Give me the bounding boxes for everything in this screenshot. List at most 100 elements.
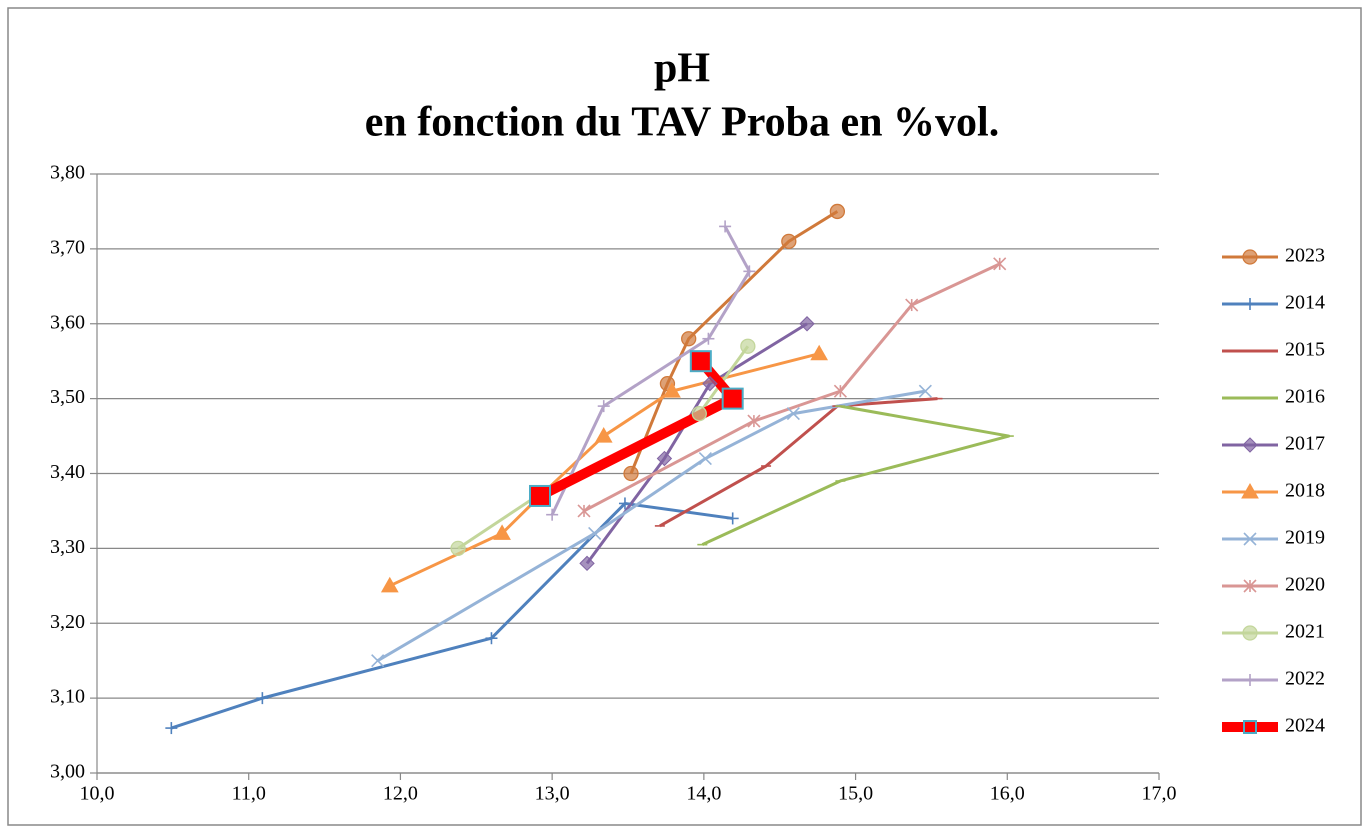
marker bbox=[721, 387, 744, 410]
marker-shape bbox=[689, 350, 712, 373]
marker bbox=[1244, 298, 1256, 310]
marker bbox=[577, 504, 591, 518]
marker bbox=[719, 220, 732, 233]
y-tick-label: 3,50 bbox=[50, 386, 85, 408]
chart-title: pH bbox=[654, 46, 710, 92]
marker-shape bbox=[1241, 482, 1259, 499]
marker bbox=[165, 722, 178, 735]
marker-shape bbox=[702, 375, 718, 392]
marker bbox=[799, 316, 815, 332]
marker bbox=[1242, 249, 1258, 265]
marker bbox=[1243, 579, 1257, 593]
marker bbox=[623, 465, 639, 482]
y-tick-label: 3,70 bbox=[50, 236, 85, 258]
marker-shape bbox=[656, 450, 673, 467]
legend-label: 2017 bbox=[1285, 433, 1325, 455]
marker bbox=[579, 555, 595, 572]
marker bbox=[691, 405, 707, 422]
marker-shape bbox=[450, 540, 466, 557]
marker bbox=[450, 540, 466, 557]
marker-shape bbox=[829, 203, 846, 220]
marker bbox=[810, 344, 829, 361]
y-tick-label: 3,60 bbox=[50, 311, 85, 333]
marker bbox=[689, 350, 712, 373]
marker-shape bbox=[721, 387, 744, 410]
marker-stroke bbox=[1243, 532, 1257, 546]
legend-label: 2014 bbox=[1285, 292, 1325, 314]
chart-border bbox=[7, 7, 1362, 826]
marker bbox=[743, 265, 756, 278]
marker bbox=[529, 484, 552, 507]
marker bbox=[1244, 674, 1256, 686]
marker-stroke bbox=[698, 451, 712, 466]
marker bbox=[371, 654, 385, 668]
marker-stroke bbox=[786, 407, 800, 421]
marker bbox=[702, 375, 718, 392]
marker bbox=[918, 384, 932, 398]
marker-shape bbox=[740, 338, 756, 354]
marker-stroke bbox=[371, 654, 385, 668]
marker bbox=[786, 407, 800, 421]
marker bbox=[905, 298, 919, 312]
y-tick-label: 3,10 bbox=[50, 686, 85, 708]
legend-label: 2024 bbox=[1285, 715, 1325, 737]
marker-shape bbox=[1242, 249, 1258, 265]
marker bbox=[588, 526, 602, 540]
marker bbox=[656, 450, 673, 467]
series-line bbox=[389, 352, 820, 588]
marker-stroke bbox=[918, 384, 932, 398]
legend-label: 2022 bbox=[1285, 668, 1325, 690]
legend-label: 2021 bbox=[1285, 621, 1325, 643]
y-tick-label: 3,00 bbox=[50, 761, 85, 783]
marker-shape bbox=[810, 344, 829, 361]
x-tick-label: 14,0 bbox=[686, 783, 721, 805]
marker bbox=[1241, 482, 1259, 499]
marker-shape bbox=[623, 465, 639, 482]
marker-shape bbox=[493, 524, 511, 540]
y-tick-label: 3,40 bbox=[50, 461, 85, 483]
x-tick-label: 10,0 bbox=[80, 783, 115, 805]
marker-shape bbox=[681, 331, 697, 347]
marker-shape bbox=[1242, 625, 1258, 641]
y-tick-label: 3,80 bbox=[50, 162, 85, 184]
marker bbox=[618, 497, 631, 510]
marker bbox=[597, 400, 610, 413]
legend-label: 2015 bbox=[1285, 339, 1325, 361]
x-tick-label: 16,0 bbox=[990, 783, 1025, 805]
series-line bbox=[701, 404, 1011, 546]
marker bbox=[663, 382, 681, 398]
marker bbox=[747, 414, 761, 428]
marker-shape bbox=[1243, 720, 1257, 734]
marker bbox=[485, 632, 498, 645]
marker-shape bbox=[579, 555, 595, 572]
series-line bbox=[659, 397, 938, 528]
y-tick-label: 3,30 bbox=[50, 536, 85, 558]
marker bbox=[829, 203, 846, 220]
marker bbox=[781, 233, 797, 250]
marker-shape bbox=[691, 405, 707, 422]
marker bbox=[1242, 437, 1258, 453]
marker bbox=[380, 576, 399, 593]
marker bbox=[726, 512, 739, 525]
marker bbox=[702, 332, 715, 345]
marker-shape bbox=[781, 233, 797, 250]
legend-label: 2020 bbox=[1285, 574, 1325, 596]
y-tick-label: 3,20 bbox=[50, 611, 85, 633]
marker bbox=[740, 338, 756, 354]
marker bbox=[993, 257, 1007, 271]
marker-stroke bbox=[588, 526, 602, 540]
marker bbox=[546, 508, 559, 521]
marker bbox=[594, 427, 613, 443]
x-tick-label: 15,0 bbox=[838, 783, 873, 805]
marker bbox=[1243, 532, 1257, 546]
marker bbox=[833, 384, 847, 398]
legend-label: 2018 bbox=[1285, 480, 1325, 502]
legend-label: 2016 bbox=[1285, 386, 1325, 408]
marker bbox=[698, 451, 712, 466]
marker bbox=[681, 331, 697, 347]
legend-label: 2019 bbox=[1285, 527, 1325, 549]
x-tick-label: 12,0 bbox=[383, 783, 418, 805]
x-tick-label: 11,0 bbox=[232, 783, 266, 805]
